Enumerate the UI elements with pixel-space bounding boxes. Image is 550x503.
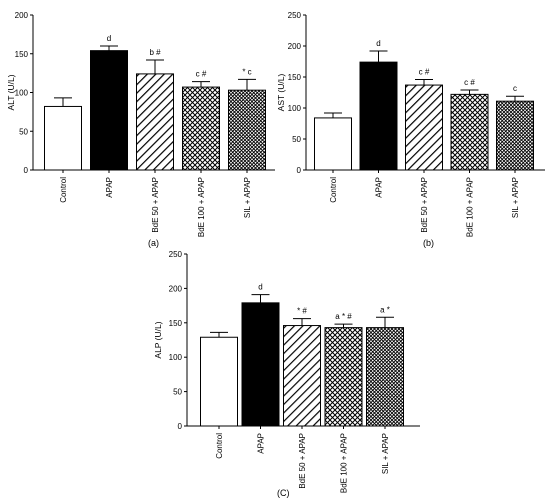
x-tick-label: BdE 100 + APAP <box>466 177 475 237</box>
bar-1 <box>314 117 352 171</box>
y-tick-label: 50 <box>173 388 182 397</box>
panel-a-label: (a) <box>148 238 159 248</box>
bar-3 <box>283 325 321 427</box>
panel-c-label: (C) <box>277 488 290 498</box>
significance-label: c <box>513 84 517 93</box>
y-tick-label: 150 <box>15 50 29 59</box>
y-tick-label: 100 <box>169 353 183 362</box>
bar-4 <box>324 327 363 427</box>
x-tick-label: BdE 100 + APAP <box>340 433 349 493</box>
significance-label: d <box>258 283 262 292</box>
bar-3 <box>405 84 443 171</box>
y-tick-label: 0 <box>178 422 183 431</box>
significance-label: b # <box>149 48 161 57</box>
bar-2 <box>241 302 280 427</box>
panel-b-label: (b) <box>423 238 434 248</box>
x-tick-label: BdE 50 + APAP <box>420 177 429 233</box>
significance-label: a * <box>380 305 390 314</box>
x-tick-label: BdE 50 + APAP <box>298 433 307 489</box>
bar-2 <box>90 50 128 171</box>
significance-label: * c <box>242 67 251 76</box>
y-tick-label: 250 <box>169 250 183 259</box>
x-tick-label: APAP <box>257 433 266 454</box>
bar-1 <box>200 336 238 427</box>
x-tick-label: SIL + APAP <box>511 177 520 218</box>
chart-panel-c: (C) 0 50 100 150 200 250 ALP (U/L) Control d APAP… <box>153 250 420 498</box>
x-tick-label: SIL + APAP <box>243 177 252 218</box>
y-tick-label: 250 <box>288 11 302 20</box>
y-axis-label: AST (U/L) <box>276 74 286 112</box>
significance-label: d <box>107 34 111 43</box>
bar-5 <box>366 327 404 427</box>
chart-panel-a: (a) 0 50 100 150 200 ALT (U/L) Control d APAP b #… <box>6 11 275 248</box>
significance-label: a * # <box>335 312 352 321</box>
y-tick-label: 200 <box>288 42 302 51</box>
x-tick-label: Control <box>215 433 224 459</box>
x-tick-label: Control <box>329 177 338 203</box>
significance-label: d <box>376 39 380 48</box>
bar-2 <box>359 61 398 171</box>
y-tick-label: 150 <box>169 319 183 328</box>
bar-1 <box>44 105 82 171</box>
y-axis-label: ALT (U/L) <box>6 74 16 110</box>
x-tick-label: BdE 50 + APAP <box>151 177 160 233</box>
bar-3 <box>136 73 174 171</box>
y-tick-label: 0 <box>297 166 302 175</box>
y-tick-label: 100 <box>288 104 302 113</box>
x-tick-label: SIL + APAP <box>381 433 390 474</box>
y-tick-label: 100 <box>15 89 29 98</box>
significance-label: c # <box>419 67 430 76</box>
x-tick-label: APAP <box>375 177 384 198</box>
y-tick-label: 200 <box>15 11 29 20</box>
significance-label: c # <box>464 78 475 87</box>
y-tick-label: 50 <box>292 135 301 144</box>
bar-4 <box>182 86 220 171</box>
x-tick-label: Control <box>59 177 68 203</box>
y-tick-label: 150 <box>288 73 302 82</box>
x-tick-label: BdE 100 + APAP <box>197 177 206 237</box>
x-tick-label: APAP <box>105 177 114 198</box>
y-tick-label: 200 <box>169 284 183 293</box>
bar-5 <box>496 100 534 171</box>
y-tick-label: 0 <box>24 166 29 175</box>
significance-label: c # <box>196 70 207 79</box>
bar-5 <box>228 89 266 171</box>
y-tick-label: 50 <box>19 127 28 136</box>
chart-panel-b: (b) 0 50 100 150 200 250 AST (U/L) Control d APAP… <box>276 11 545 248</box>
y-axis-label: ALP (U/L) <box>153 321 163 358</box>
significance-label: * # <box>297 307 307 316</box>
bar-4 <box>450 93 489 171</box>
